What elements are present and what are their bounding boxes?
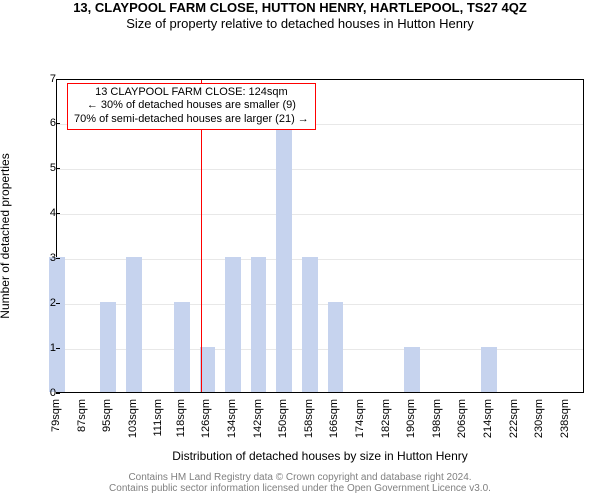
y-tick: 2 [0,297,56,309]
x-tick: 95sqm [101,399,113,432]
x-tick: 222sqm [508,399,520,438]
copyright-line-1: Contains HM Land Registry data © Crown c… [0,472,600,483]
x-tick: 111sqm [152,399,164,437]
x-tick: 198sqm [431,399,443,438]
gridline-horizontal [57,169,583,170]
histogram-bar [174,302,190,392]
y-tick: 3 [0,252,56,264]
x-tick: 230sqm [533,399,545,438]
x-tick: 190sqm [405,399,417,438]
histogram-bar [251,257,267,392]
x-tick: 103sqm [127,399,139,438]
histogram-bar [481,347,497,392]
annotation-line: 13 CLAYPOOL FARM CLOSE: 124sqm [74,86,309,100]
y-tick: 0 [0,387,56,399]
x-tick: 158sqm [303,399,315,438]
x-tick: 182sqm [380,399,392,438]
x-tick: 206sqm [456,399,468,438]
histogram-bar [302,257,318,392]
copyright-footer: Contains HM Land Registry data © Crown c… [0,472,600,494]
x-tick: 134sqm [226,399,238,438]
x-tick: 87sqm [76,399,88,432]
annotation-line: 70% of semi-detached houses are larger (… [74,113,309,127]
y-axis-label: Number of detached properties [0,153,12,318]
x-tick: 214sqm [482,399,494,438]
chart-plot-area: 13 CLAYPOOL FARM CLOSE: 124sqm← 30% of d… [56,79,584,393]
x-tick: 142sqm [252,399,264,438]
y-tick: 6 [0,117,56,129]
marker-annotation: 13 CLAYPOOL FARM CLOSE: 124sqm← 30% of d… [67,83,316,130]
x-tick: 118sqm [175,399,187,437]
histogram-bar [328,302,344,392]
y-tick: 1 [0,342,56,354]
y-tick: 7 [0,73,56,85]
page-subtitle: Size of property relative to detached ho… [0,16,600,32]
page-title: 13, CLAYPOOL FARM CLOSE, HUTTON HENRY, H… [0,0,600,16]
x-tick: 174sqm [354,399,366,438]
x-tick: 126sqm [200,399,212,438]
histogram-bar [49,257,65,392]
x-tick: 150sqm [277,399,289,438]
histogram-bar [225,257,241,392]
x-axis-label: Distribution of detached houses by size … [172,449,468,463]
x-tick: 79sqm [50,399,62,432]
y-tick: 5 [0,162,56,174]
gridline-horizontal [57,214,583,215]
copyright-line-2: Contains public sector information licen… [0,483,600,494]
histogram-bar [126,257,142,392]
histogram-bar [100,302,116,392]
x-tick: 166sqm [328,399,340,438]
y-tick: 4 [0,207,56,219]
chart-container: 13 CLAYPOOL FARM CLOSE: 124sqm← 30% of d… [0,33,600,500]
annotation-line: ← 30% of detached houses are smaller (9) [74,99,309,113]
x-tick: 238sqm [559,399,571,438]
histogram-bar [404,347,420,392]
histogram-bar [276,122,292,391]
